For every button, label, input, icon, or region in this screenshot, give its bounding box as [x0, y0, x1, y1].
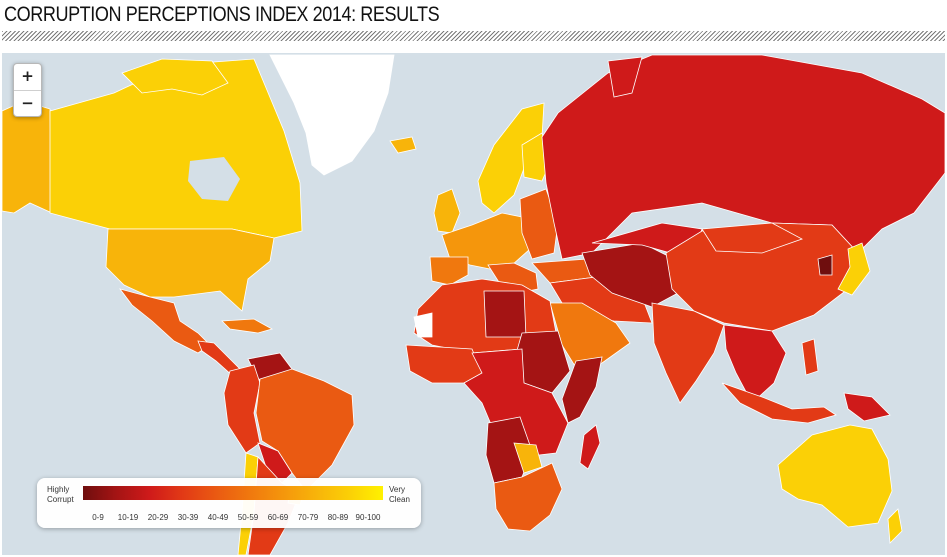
map-legend: Highly Corrupt Very Clean 0-9 10-19 20-29 3… — [37, 478, 421, 528]
region-madagascar[interactable] — [579, 424, 601, 470]
region-indonesia[interactable] — [721, 382, 837, 424]
region-new-zealand[interactable] — [887, 508, 903, 544]
region-mexico[interactable] — [118, 288, 211, 354]
legend-range-label: 40-49 — [207, 513, 229, 522]
region-north-korea[interactable] — [817, 254, 833, 276]
region-greenland[interactable] — [269, 54, 395, 176]
region-west-africa[interactable] — [405, 344, 483, 384]
world-map[interactable] — [2, 53, 945, 555]
legend-gradient — [83, 486, 383, 500]
map-canvas[interactable] — [2, 53, 945, 555]
region-india[interactable] — [651, 302, 725, 404]
legend-range-label: 0-9 — [92, 513, 104, 522]
region-alaska[interactable] — [2, 100, 53, 214]
legend-range-label: 30-39 — [177, 513, 199, 522]
zoom-out-button[interactable]: − — [21, 94, 34, 112]
region-japan[interactable] — [837, 242, 871, 296]
region-southern-africa[interactable] — [493, 462, 563, 532]
region-papua[interactable] — [843, 392, 891, 422]
region-russia-arctic[interactable] — [607, 56, 643, 98]
legend-range-label: 60-69 — [267, 513, 289, 522]
legend-low-line2: Corrupt — [47, 495, 74, 504]
region-horn[interactable] — [561, 356, 603, 424]
region-caribbean[interactable] — [221, 318, 274, 334]
hudson-bay — [188, 157, 240, 201]
legend-high-line1: Very — [389, 485, 406, 494]
region-iceland[interactable] — [389, 136, 417, 154]
legend-range-label: 70-79 — [297, 513, 319, 522]
region-canada-arctic[interactable] — [121, 58, 229, 96]
region-usa[interactable] — [105, 228, 275, 312]
legend-color-ramp — [83, 486, 383, 500]
legend-range-label: 10-19 — [117, 513, 139, 522]
region-russia[interactable] — [541, 54, 945, 260]
region-mongolia[interactable] — [701, 222, 803, 254]
region-uk[interactable] — [433, 188, 461, 234]
legend-low-label: Highly Corrupt — [47, 485, 74, 505]
region-australia[interactable] — [777, 424, 893, 528]
region-arabia[interactable] — [549, 302, 631, 372]
region-libya[interactable] — [483, 290, 527, 338]
legend-low-line1: Highly — [47, 485, 70, 494]
legend-high-line2: Clean — [389, 495, 410, 504]
region-philippines[interactable] — [801, 338, 819, 376]
region-botswana[interactable] — [513, 442, 543, 474]
legend-range-labels: 0-9 10-19 20-29 30-39 40-49 50-59 60-69 70-79 80… — [77, 513, 397, 523]
page-title: CORRUPTION PERCEPTIONS INDEX 2014: RESUL… — [4, 3, 440, 26]
region-western-sahara[interactable] — [413, 312, 433, 338]
legend-high-label: Very Clean — [389, 485, 410, 505]
region-eastern-europe[interactable] — [519, 188, 559, 260]
legend-range-label: 80-89 — [327, 513, 349, 522]
legend-range-label: 90-100 — [355, 513, 381, 522]
region-iberia[interactable] — [429, 256, 469, 286]
region-andes-north[interactable] — [223, 364, 261, 454]
title-underline — [2, 31, 945, 41]
legend-range-label: 50-59 — [237, 513, 259, 522]
legend-range-label: 20-29 — [147, 513, 169, 522]
zoom-control: + − — [13, 63, 42, 117]
region-southeast-asia[interactable] — [723, 324, 787, 404]
zoom-in-button[interactable]: + — [14, 64, 41, 91]
